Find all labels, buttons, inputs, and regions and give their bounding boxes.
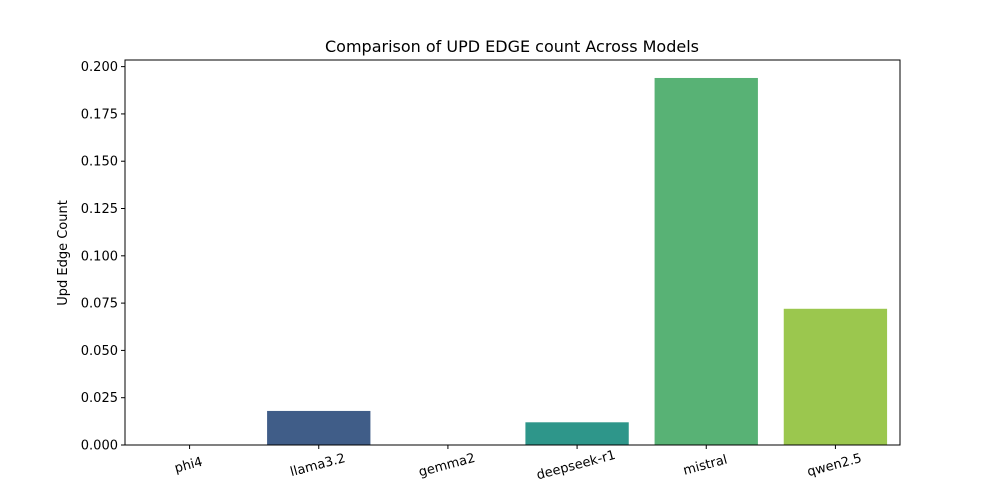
bar-qwen2.5 [783, 308, 888, 445]
x-ticks-group: phi4 llama3.2 gemma2 deepseek-r1 mistral qwen… [173, 445, 863, 483]
y-tick-label: 0.100 [81, 249, 118, 264]
y-tick-label: 0.075 [81, 297, 118, 312]
bars-group [267, 77, 888, 446]
x-tick-label: qwen2.5 [806, 451, 864, 480]
chart-title: Comparison of UPD EDGE count Across Mode… [325, 37, 699, 56]
y-tick-label: 0.025 [81, 391, 118, 406]
x-tick-label: phi4 [173, 455, 204, 477]
bar-deepseek-r1 [525, 422, 629, 445]
y-tick-label: 0.200 [81, 60, 118, 75]
x-tick-label: llama3.2 [289, 451, 347, 480]
y-tick-label: 0.000 [81, 439, 118, 454]
y-tick-label: 0.050 [81, 344, 118, 359]
y-tick-label: 0.125 [81, 202, 118, 217]
x-tick-label: deepseek-r1 [535, 448, 617, 483]
y-axis-label: Upd Edge Count [56, 200, 71, 306]
bar-mistral [654, 77, 758, 446]
y-tick-label: 0.150 [81, 155, 118, 170]
bar-llama3.2 [267, 410, 371, 445]
x-tick-label: gemma2 [417, 451, 477, 480]
y-ticks-group: 0.000 0.025 0.050 0.075 0.100 0.125 0.150 0.175… [81, 60, 125, 454]
plot-frame [124, 59, 901, 446]
x-tick-label: mistral [682, 453, 729, 479]
y-tick-label: 0.175 [81, 107, 118, 122]
